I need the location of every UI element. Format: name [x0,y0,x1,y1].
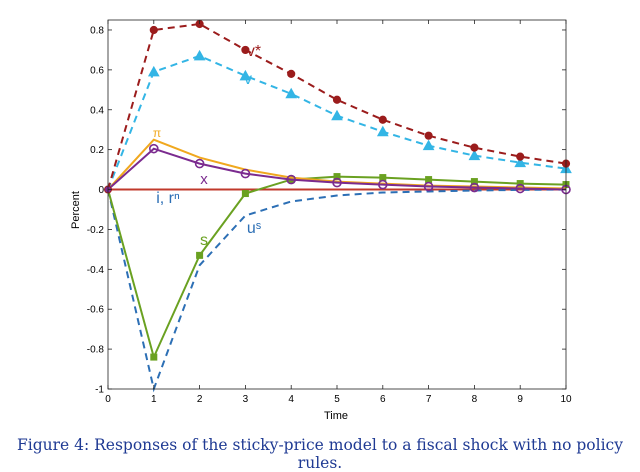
axes: 0 1 2 3 4 5 6 7 8 9 10 -1 -0.8 -0.6 -0.4 -0.2 0 0.2 0.4 0.6… [87,19,572,405]
data-point [287,69,296,78]
y-tick-label: -0.6 [87,305,105,316]
y-tick-label: -0.8 [87,345,105,356]
y-tick-label: 0.6 [90,65,104,76]
data-point [193,49,206,61]
series-v-star [107,19,571,190]
series-layer [104,19,572,393]
y-tick-label: 0.4 [90,105,104,116]
data-point [331,109,343,121]
data-point [150,353,158,361]
data-point [194,158,205,169]
data-point [469,182,480,193]
line-chart: 0 1 2 3 4 5 6 7 8 9 10 -1 -0.8 -0.6 -0.4 -0.2 0 0.2 0.4 0.6… [70,19,572,422]
series-label-us: uˢ [247,220,262,237]
series-label-pi: π [153,126,161,140]
series-us [107,188,567,393]
data-point [470,143,479,152]
series-line-x [107,147,567,191]
data-point [286,174,297,185]
x-tick-label: 10 [560,394,572,405]
series-label-v: v [244,71,252,88]
data-point [333,173,341,181]
data-point [147,65,160,77]
data-point [285,87,298,99]
data-point [516,180,524,188]
x-axis-label: Time [324,410,348,422]
figure-caption: Figure 4: Responses of the sticky-price … [16,436,623,472]
data-point [423,181,434,192]
data-point [515,183,526,194]
y-tick-label: 0.2 [90,145,104,156]
series-labels: v* v π x i, rⁿ s uˢ [153,43,262,249]
data-point [424,131,433,140]
series-line-v-star [107,22,567,190]
data-point [516,152,525,161]
x-tick-label: 7 [426,394,432,405]
data-point [332,95,342,104]
x-tick-label: 6 [380,394,386,405]
x-tick-label: 5 [334,394,340,405]
y-tick-label: 0 [98,185,104,196]
data-point [377,179,388,190]
data-point [149,143,159,154]
data-point [422,139,435,151]
data-point [239,69,252,81]
series-line-us [107,188,567,393]
data-point [376,125,389,137]
data-point [468,149,481,161]
y-tick-label: -0.2 [87,225,105,236]
x-tick-label: 8 [472,394,478,405]
y-tick-label: -1 [95,385,104,396]
data-point [378,115,387,124]
x-tick-label: 3 [243,394,249,405]
data-point [332,177,342,188]
plot-area [108,20,566,389]
data-point [470,178,478,186]
data-point [425,176,433,184]
x-tick-label: 1 [151,394,157,405]
series-label-i-rn: i, rⁿ [156,190,180,207]
data-point [241,190,249,198]
y-tick-label: 0.8 [90,25,104,36]
series-v [107,49,572,190]
data-point [514,156,527,168]
y-axis-label: Percent [70,191,82,229]
data-point [196,251,204,259]
data-point [149,25,158,35]
data-point [241,45,250,55]
series-label-x: x [200,171,208,188]
x-tick-label: 4 [288,394,294,405]
x-tick-label: 2 [197,394,203,405]
series-label-s: s [200,232,208,249]
data-point [379,174,387,182]
y-tick-label: -0.4 [87,265,105,276]
x-tick-label: 9 [517,394,523,405]
x-tick-label: 0 [105,394,111,405]
data-point [240,168,251,179]
series-label-v-star: v* [247,43,261,60]
